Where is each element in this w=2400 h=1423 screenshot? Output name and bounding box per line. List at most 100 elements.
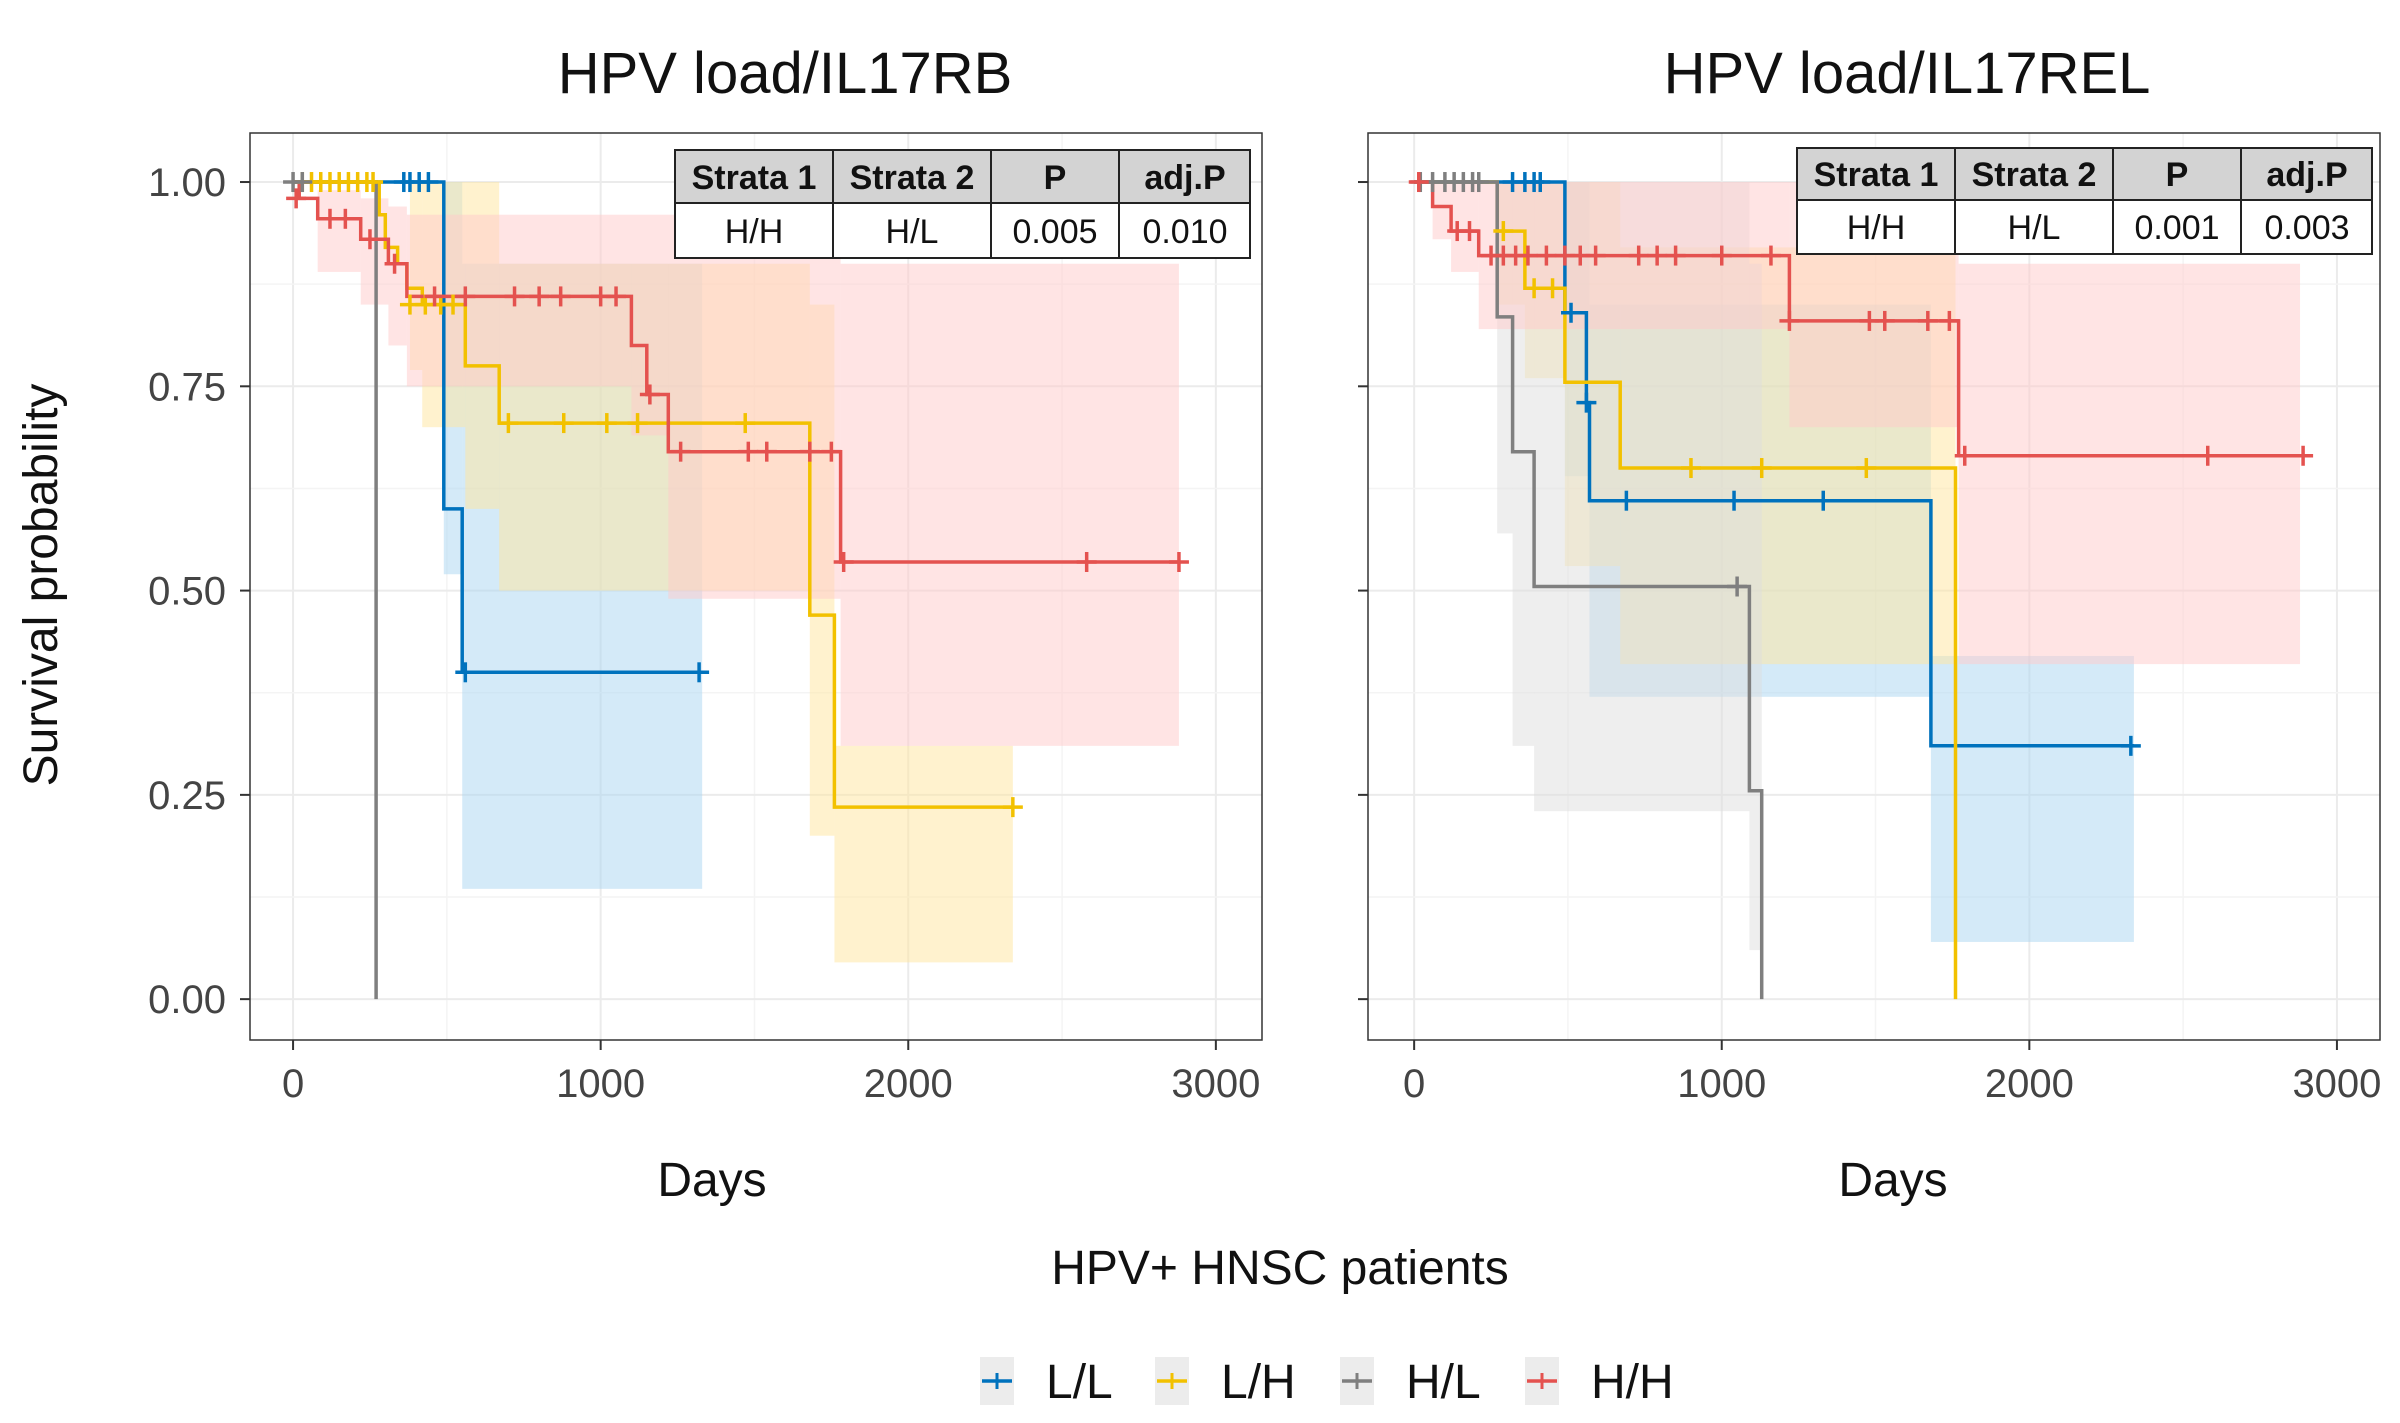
censor-mark <box>1616 490 1637 511</box>
ci-band-hh <box>388 206 407 346</box>
pvalue-table: Strata 1 Strata 2 P adj.P H/H H/L 0.005 … <box>674 149 1251 259</box>
ci-band-hh <box>668 214 841 599</box>
censor-mark <box>1076 551 1097 572</box>
censor-mark <box>1561 302 1582 323</box>
censor-mark <box>1468 172 1489 193</box>
censor-mark <box>529 286 550 307</box>
ci-band-hh <box>1451 182 1479 272</box>
x-tick-label: 3000 <box>1171 1062 1260 1106</box>
censor-mark <box>1576 392 1597 413</box>
legend-label: L/H <box>1221 1356 1296 1409</box>
table-cell: H/L <box>886 213 939 251</box>
legend: L/L L/H H/L H/H <box>980 1356 1674 1409</box>
table-header: Strata 2 <box>1972 156 2097 194</box>
survival-curve-hh <box>1414 180 2300 458</box>
censor-mark <box>670 441 691 462</box>
censor-mark <box>1874 310 1895 331</box>
censor-mark <box>1536 245 1557 266</box>
censor-mark <box>443 294 464 315</box>
censor-mark <box>553 413 574 434</box>
x-tick-label: 1000 <box>1677 1062 1766 1106</box>
censor-mark <box>1542 278 1563 299</box>
censor-mark <box>363 172 384 193</box>
table-header: Strata 1 <box>1814 156 1939 194</box>
censor-mark <box>738 441 759 462</box>
censor-mark <box>1727 576 1748 597</box>
legend-label: H/H <box>1591 1356 1674 1409</box>
ci-band-hl <box>1749 263 1762 951</box>
censor-mark <box>1954 445 1975 466</box>
x-tick-label: 0 <box>1403 1062 1425 1106</box>
censor-mark <box>455 662 476 683</box>
censor-mark <box>1856 458 1877 479</box>
y-tick-label: 0.50 <box>148 570 226 614</box>
legend-item-hh: H/H <box>1525 1356 1674 1409</box>
censor-mark <box>2120 735 2141 756</box>
ci-band-hh <box>317 190 361 272</box>
legend-label: H/L <box>1406 1356 1481 1409</box>
panel-title: HPV load/IL17RB <box>558 41 1013 106</box>
censor-mark <box>2197 445 2218 466</box>
ci-band-ll <box>1930 655 2134 942</box>
censor-mark <box>596 413 617 434</box>
table-cell: 0.005 <box>1012 213 1097 251</box>
x-tick-label: 1000 <box>556 1062 645 1106</box>
censor-mark <box>689 662 710 683</box>
censor-mark <box>1493 221 1514 242</box>
censor-mark <box>424 286 445 307</box>
table-header: Strata 2 <box>850 159 975 197</box>
censor-mark <box>756 441 777 462</box>
censor-mark <box>1168 551 1189 572</box>
censor-mark <box>1760 245 1781 266</box>
table-cell: 0.003 <box>2264 209 2349 247</box>
survival-curve-hl <box>1414 180 1764 1000</box>
plot-frame <box>249 132 1263 1041</box>
table-cell: H/L <box>2008 209 2061 247</box>
censor-mark <box>1002 797 1023 818</box>
legend-label: L/L <box>1046 1356 1113 1409</box>
legend-item-hl: H/L <box>1340 1356 1481 1409</box>
x-axis-label: Days <box>1838 1154 1947 1207</box>
censor-mark <box>821 441 842 462</box>
panel-title: HPV load/IL17REL <box>1664 41 2151 106</box>
censor-mark <box>1724 490 1745 511</box>
censor-mark <box>606 286 627 307</box>
censor-mark <box>735 413 756 434</box>
table-cell: H/H <box>1847 209 1906 247</box>
ci-band-hh <box>1958 263 2301 665</box>
censor-mark <box>627 413 648 434</box>
censor-mark <box>498 413 519 434</box>
censor-mark <box>1459 221 1480 242</box>
table-cell: 0.001 <box>2134 209 2219 247</box>
ci-band-hh <box>1432 182 1452 240</box>
censor-mark <box>455 286 476 307</box>
censor-mark <box>1813 490 1834 511</box>
table-cell: 0.010 <box>1142 213 1227 251</box>
table-header: P <box>2166 156 2189 194</box>
censor-mark <box>1524 278 1545 299</box>
table-cell: H/H <box>725 213 784 251</box>
figure-caption: HPV+ HNSC patients <box>1051 1242 1509 1295</box>
censor-mark <box>504 286 525 307</box>
x-tick-label: 2000 <box>1985 1062 2074 1106</box>
pvalue-table: Strata 1 Strata 2 P adj.P H/H H/L 0.001 … <box>1796 147 2373 255</box>
censor-mark <box>359 229 380 250</box>
legend-item-ll: L/L <box>980 1356 1113 1409</box>
censor-mark <box>1647 245 1668 266</box>
censor-mark <box>418 172 439 193</box>
censor-mark <box>292 172 313 193</box>
censor-mark <box>1680 458 1701 479</box>
censor-mark <box>799 441 820 462</box>
y-tick-label: 0.25 <box>148 774 226 818</box>
x-tick-label: 3000 <box>2292 1062 2381 1106</box>
legend-item-lh: L/H <box>1155 1356 1296 1409</box>
ci-band-lh <box>834 745 1013 963</box>
censor-mark <box>1585 245 1606 266</box>
censor-mark <box>639 384 660 405</box>
x-tick-label: 2000 <box>864 1062 953 1106</box>
censor-mark <box>1628 245 1649 266</box>
survival-curve-hh <box>293 180 1179 564</box>
y-tick-label: 0.00 <box>148 978 226 1022</box>
censor-mark <box>1751 458 1772 479</box>
censor-mark <box>550 286 571 307</box>
